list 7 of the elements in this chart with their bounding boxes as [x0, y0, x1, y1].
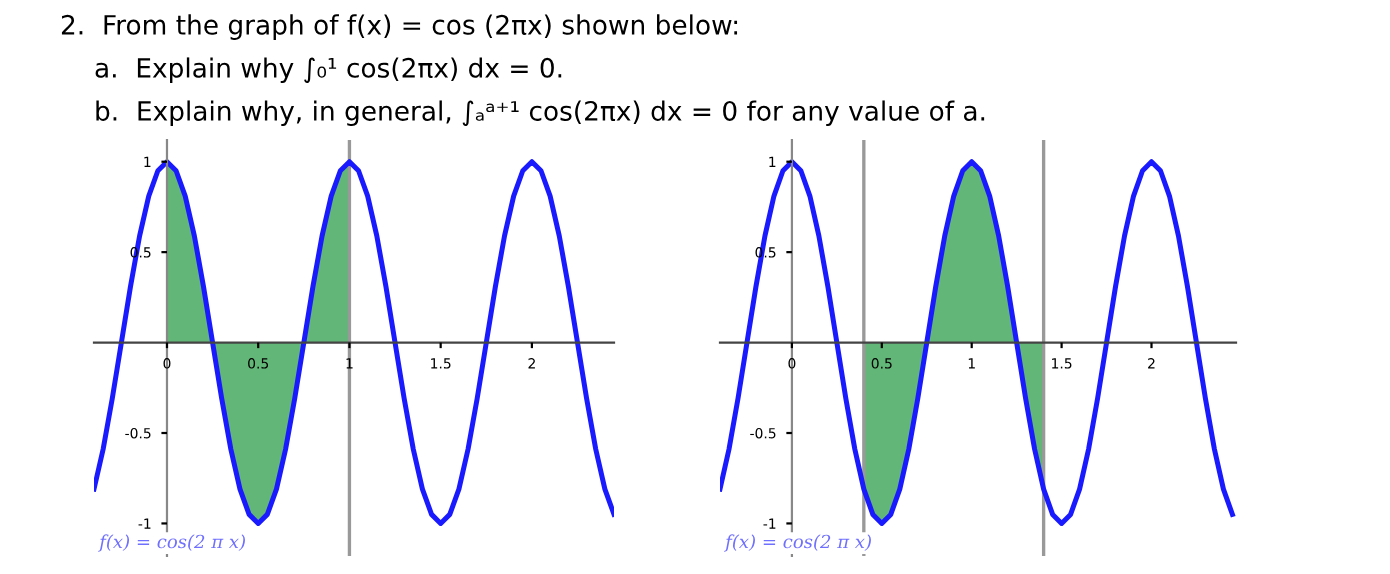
text: a. Explain why ∫₀¹ cos(2πx) dx = 0. [95, 57, 562, 84]
line-series [94, 159, 614, 526]
line-series [720, 159, 1235, 526]
annotation: f(x) = cos(2 π x) [724, 534, 871, 552]
annotation: f(x) = cos(2 π x) [98, 534, 245, 552]
text: 2. From the graph of f(x) = cos (2πx) shown below: [61, 14, 738, 40]
text: b. Explain why, in general, ∫ₐᵃ⁺¹ cos(2πx) dx = 0 for any value of a. [96, 100, 985, 127]
